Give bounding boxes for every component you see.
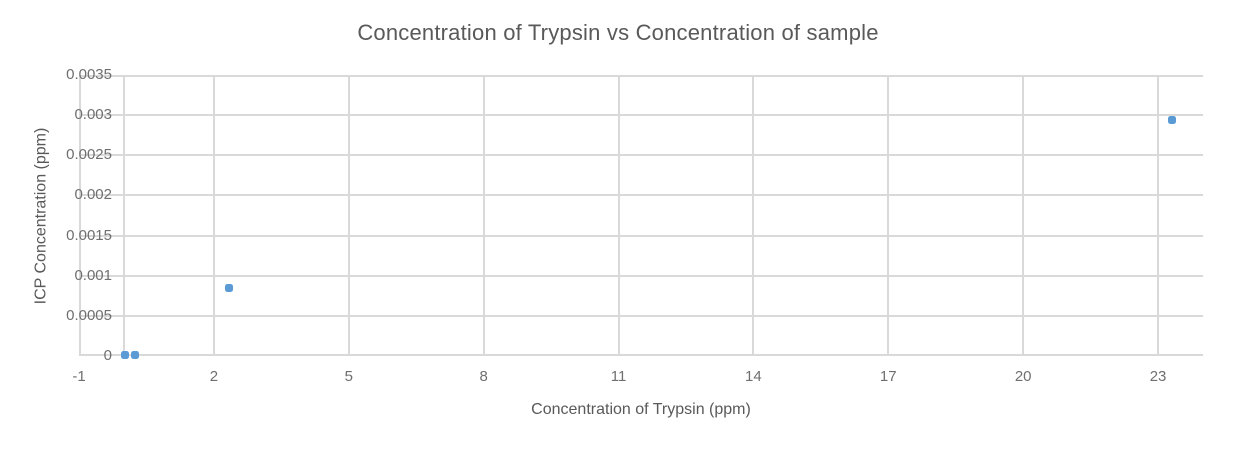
plot-area <box>79 75 1203 360</box>
y-tick-label: 0.001 <box>74 266 112 284</box>
value-axis-line <box>122 75 125 356</box>
data-point-marker <box>1167 115 1176 124</box>
chart-title: Concentration of Trypsin vs Concentratio… <box>357 20 879 45</box>
x-tick-label: 2 <box>209 368 219 385</box>
x-tick-label: 23 <box>1149 368 1167 385</box>
x-tick-label: -1 <box>72 368 86 385</box>
data-point-marker <box>131 351 140 360</box>
v-gridline <box>1022 75 1025 356</box>
y-tick-label: 0.002 <box>74 186 112 204</box>
y-tick-label: 0.003 <box>74 106 112 124</box>
v-gridline <box>482 75 485 356</box>
v-gridline <box>79 75 81 356</box>
v-gridline <box>752 75 755 356</box>
x-tick-label: 20 <box>1014 368 1032 385</box>
h-gridline <box>79 75 1203 77</box>
v-gridline <box>617 75 620 356</box>
y-tick-label: 0.0015 <box>66 226 112 244</box>
v-gridline <box>347 75 350 356</box>
x-tick-label: 5 <box>344 368 353 385</box>
v-gridline <box>212 75 215 356</box>
h-gridline <box>79 274 1203 277</box>
h-gridline <box>79 194 1203 197</box>
data-point-marker <box>120 351 129 360</box>
x-tick-label: 14 <box>745 368 762 385</box>
y-tick-label: 0.0025 <box>66 146 112 164</box>
y-tick-label: 0.0035 <box>66 66 112 83</box>
h-gridline <box>79 234 1203 237</box>
y-tick-label: 0.0005 <box>66 306 112 324</box>
h-gridline <box>79 354 1203 356</box>
y-tick-label: 0 <box>103 347 112 364</box>
v-gridline <box>887 75 890 356</box>
x-tick-label: 8 <box>479 368 488 385</box>
x-tick-label: 11 <box>610 368 627 385</box>
x-tick-label: 17 <box>879 368 897 385</box>
h-gridline <box>79 154 1203 157</box>
v-gridline <box>1157 75 1160 356</box>
data-point-marker <box>225 283 234 292</box>
x-axis-title: Concentration of Trypsin (ppm) <box>531 401 751 418</box>
h-gridline <box>79 314 1203 317</box>
h-gridline <box>79 114 1203 117</box>
